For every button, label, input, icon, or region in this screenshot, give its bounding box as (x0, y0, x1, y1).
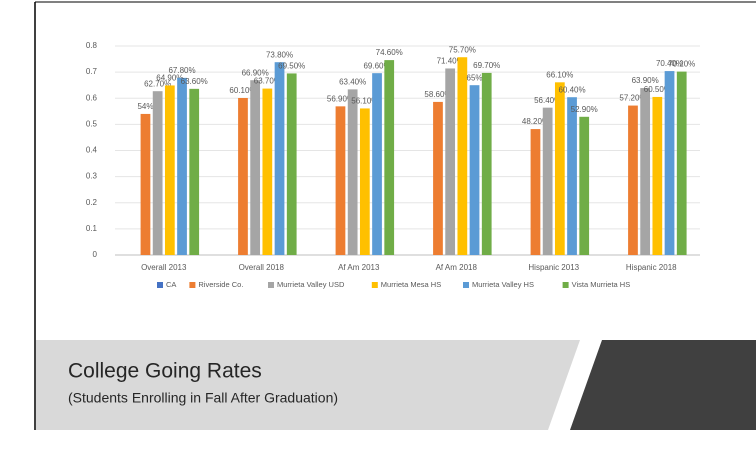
data-label: 56.40% (534, 96, 561, 105)
legend-label: CA (166, 280, 176, 289)
x-tick-label: Af Am 2018 (436, 263, 478, 272)
y-tick-label: 0.8 (86, 41, 98, 50)
legend-label: Riverside Co. (198, 280, 243, 289)
legend-label: Murrieta Valley HS (472, 280, 534, 289)
data-label: 66.10% (546, 70, 573, 79)
data-label: 52.90% (571, 105, 598, 114)
bar (676, 71, 687, 255)
data-label: 57.20% (619, 94, 646, 103)
bar (445, 68, 456, 255)
bar (554, 82, 565, 255)
bar (481, 72, 492, 255)
bar (189, 88, 200, 255)
title-banner (36, 340, 580, 430)
data-label: 60.50% (644, 85, 671, 94)
y-tick-label: 0.5 (86, 119, 98, 128)
bar (372, 73, 382, 255)
data-label: 58.60% (424, 90, 451, 99)
bar (433, 101, 443, 255)
bar (250, 80, 261, 255)
legend-label: Murrieta Valley USD (277, 280, 345, 289)
bar (640, 88, 651, 255)
legend-swatch (157, 282, 163, 288)
y-tick-label: 0.7 (86, 67, 98, 76)
x-tick-label: Overall 2013 (141, 263, 187, 272)
bar (238, 97, 248, 256)
legend-swatch (189, 282, 196, 288)
data-label: 63.60% (181, 77, 208, 86)
data-label: 64.90% (156, 74, 183, 83)
data-label: 75.70% (449, 45, 476, 54)
bar (384, 60, 395, 255)
slide-subtitle: (Students Enrolling in Fall After Gradua… (68, 390, 338, 406)
y-tick-label: 0.4 (86, 146, 98, 155)
data-label: 65% (467, 73, 483, 82)
bar (652, 96, 663, 255)
bar (628, 105, 638, 255)
bar (469, 85, 480, 255)
y-tick-label: 0.1 (86, 224, 98, 233)
chart: 0 0.1 0.2 0.3 0.4 0.5 0.6 0.7 0.8 Overall 2013 54%… (86, 41, 700, 289)
data-label: 69.50% (278, 62, 305, 71)
x-tick-label: Overall 2018 (239, 263, 285, 272)
bar (530, 129, 541, 255)
bar (567, 97, 577, 255)
bar (286, 73, 297, 256)
dark-banner (570, 340, 756, 430)
data-label: 56.10% (351, 97, 378, 106)
bar (164, 85, 175, 255)
data-label: 63.70% (254, 77, 281, 86)
bar (140, 113, 151, 255)
slide-title: College Going Rates (68, 360, 262, 383)
y-tick-label: 0.3 (86, 172, 98, 181)
legend-label: Vista Murrieta HS (572, 280, 631, 289)
data-label: 62.70% (144, 79, 171, 88)
data-label: 69.60% (363, 61, 390, 70)
bar (542, 107, 553, 255)
data-label: 70.20% (668, 60, 695, 69)
x-tick-label: Hispanic 2013 (528, 263, 579, 272)
data-label: 63.40% (339, 77, 366, 86)
data-label: 71.40% (437, 57, 464, 66)
bar (579, 116, 590, 255)
y-tick-label: 0 (93, 250, 98, 259)
y-tick-label: 0.6 (86, 93, 98, 102)
data-label: 74.60% (376, 48, 403, 57)
bar (152, 91, 163, 255)
data-label: 54% (137, 102, 153, 111)
bar (335, 106, 346, 255)
data-label: 70.40% (656, 59, 683, 68)
data-label: 69.70% (473, 61, 500, 70)
data-label: 60.40% (558, 85, 585, 94)
x-tick-label: Af Am 2013 (338, 263, 380, 272)
legend-swatch (562, 282, 569, 288)
data-label: 67.80% (168, 66, 195, 75)
bar (262, 88, 273, 256)
x-tick-label: Hispanic 2018 (626, 263, 677, 272)
data-label: 48.20% (522, 117, 549, 126)
bar (177, 77, 187, 255)
legend-label: Murrieta Mesa HS (381, 280, 441, 289)
bar (274, 62, 285, 256)
bar (359, 108, 370, 255)
legend-swatch (463, 282, 469, 288)
data-label: 73.80% (266, 50, 293, 59)
bar (347, 89, 358, 256)
bar (457, 57, 468, 255)
data-label: 63.90% (632, 76, 659, 85)
y-tick-label: 0.2 (86, 198, 98, 207)
data-label: 60.10% (229, 86, 256, 95)
bar (664, 71, 675, 255)
data-label: 66.90% (242, 68, 269, 77)
data-label: 56.90% (327, 94, 354, 103)
legend-swatch (268, 282, 274, 288)
legend-swatch (371, 282, 378, 288)
